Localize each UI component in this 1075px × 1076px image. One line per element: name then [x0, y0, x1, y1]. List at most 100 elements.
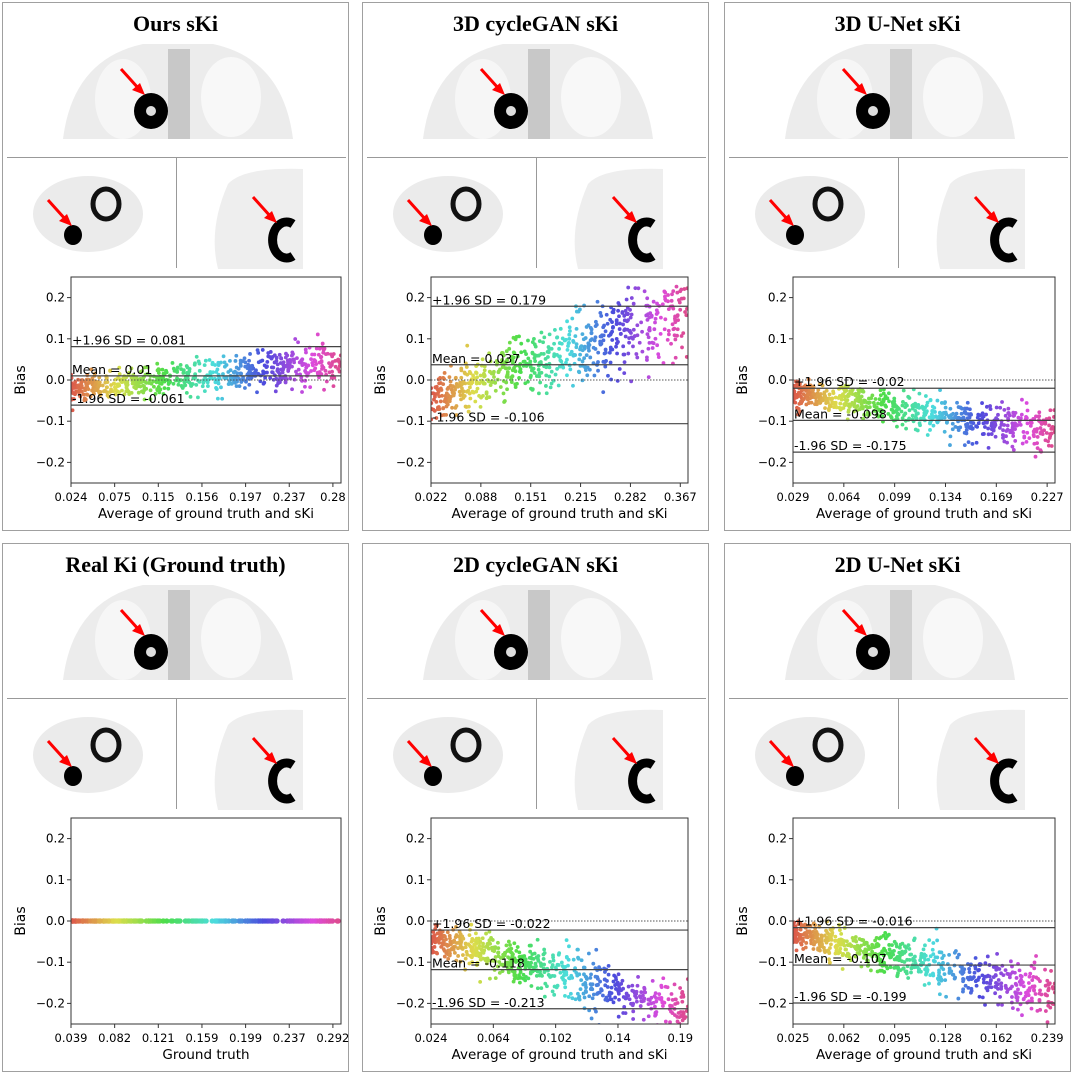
data-point [635, 983, 640, 988]
divider [176, 699, 177, 809]
data-point [645, 303, 650, 308]
data-point [496, 369, 501, 374]
data-point [1047, 423, 1051, 428]
data-point [685, 1004, 688, 1009]
data-point [658, 315, 663, 320]
data-point [562, 981, 567, 986]
data-point [663, 297, 668, 302]
data-point [1011, 434, 1016, 438]
data-point [873, 397, 878, 401]
data-point [989, 432, 994, 436]
data-point [497, 971, 502, 975]
data-point [308, 385, 313, 390]
data-point [895, 424, 899, 429]
data-point [288, 918, 294, 924]
data-point [974, 424, 978, 429]
data-point [581, 965, 586, 970]
data-point [481, 941, 485, 946]
data-point [277, 352, 282, 357]
data-point [480, 357, 485, 362]
data-point [655, 343, 660, 348]
data-point [220, 396, 225, 401]
data-point [615, 378, 620, 383]
data-point [471, 390, 476, 395]
data-point [665, 337, 670, 342]
data-point [553, 372, 558, 377]
data-point [71, 408, 75, 413]
data-point [903, 401, 908, 406]
data-point [928, 420, 933, 425]
data-point [528, 359, 533, 364]
data-point [913, 415, 918, 420]
data-point [974, 983, 979, 988]
axial-image [755, 176, 865, 252]
data-point [236, 366, 241, 371]
data-point [582, 303, 587, 308]
data-point [942, 972, 947, 977]
data-point [672, 326, 677, 331]
y-tick-label: 0.2 [406, 291, 425, 305]
data-point [1049, 431, 1054, 436]
panel-title: 3D U-Net sKi [834, 11, 961, 36]
data-point [866, 401, 871, 405]
red-arrow-icon [611, 195, 637, 223]
data-point [254, 368, 258, 373]
data-point [474, 389, 479, 394]
data-point [272, 360, 277, 365]
x-tick-label: 0.215 [564, 490, 597, 504]
data-point [631, 301, 636, 306]
data-point [993, 991, 998, 996]
data-point [613, 995, 618, 1000]
data-point [570, 996, 575, 1001]
data-point [454, 933, 459, 937]
panel: 3D U-Net sKi +1.96 SD = -0.02 Mean = -0.09… [724, 2, 1071, 531]
red-arrow-icon [406, 739, 432, 767]
data-point [281, 365, 286, 370]
data-point [567, 944, 571, 949]
data-point [519, 350, 524, 355]
data-point [614, 322, 619, 326]
data-point [591, 992, 596, 997]
data-point [444, 951, 449, 956]
data-point [1038, 431, 1043, 436]
data-point [889, 407, 894, 412]
mean-label: Mean = -0.098 [794, 406, 887, 421]
data-point [845, 398, 850, 403]
data-point [1000, 963, 1005, 968]
data-point [626, 318, 630, 323]
data-point [574, 342, 579, 347]
data-point [552, 984, 557, 989]
data-point [894, 414, 899, 419]
data-point [207, 358, 212, 362]
data-point [875, 413, 880, 418]
data-point [574, 971, 579, 975]
data-point [986, 445, 991, 450]
data-point [314, 362, 319, 367]
data-point [474, 948, 479, 953]
data-point [918, 423, 922, 428]
data-point [275, 362, 280, 367]
data-point [984, 986, 989, 990]
data-point [626, 984, 631, 989]
data-point [925, 968, 930, 972]
data-point [489, 380, 494, 385]
y-tick-label: 0.1 [768, 873, 787, 887]
data-point [127, 370, 132, 375]
data-point [838, 939, 842, 944]
data-point [1049, 969, 1053, 973]
red-arrow-icon [46, 198, 72, 226]
data-point [549, 369, 554, 374]
data-point [269, 918, 275, 924]
mean-label: Mean = -0.107 [794, 951, 887, 966]
data-point [71, 391, 76, 396]
data-point [660, 1000, 665, 1005]
data-point [942, 401, 947, 406]
data-point [1038, 979, 1042, 984]
data-point [544, 373, 549, 378]
data-point [666, 293, 670, 297]
divider [536, 158, 537, 268]
data-point [679, 334, 684, 338]
y-tick-label: 0.2 [768, 291, 787, 305]
data-point [1043, 421, 1048, 426]
data-point [941, 967, 946, 972]
